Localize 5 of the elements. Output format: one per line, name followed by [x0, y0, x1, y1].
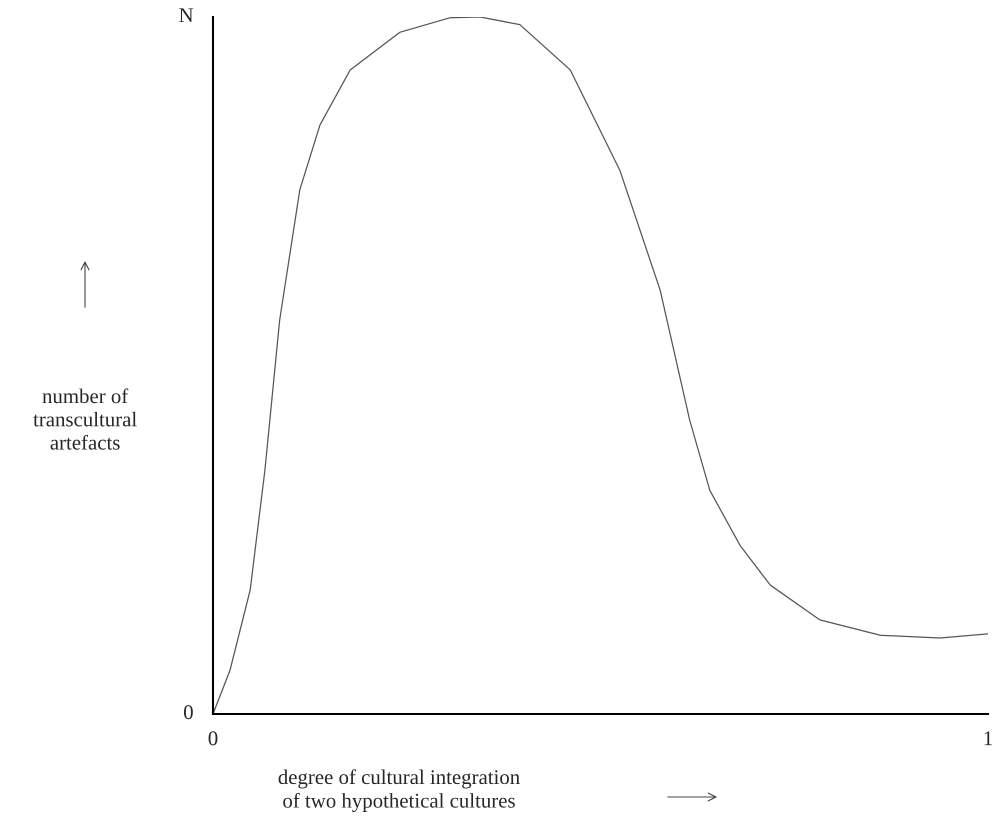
- text: 0: [184, 705, 193, 720]
- text: N: [179, 8, 194, 22]
- x-axis-title: degree of cultural integration of two hypothetical cultures: [278, 769, 520, 812]
- x-tick-label: 1: [984, 731, 992, 746]
- y-axis-title: number of transcultural artefacts: [33, 388, 137, 450]
